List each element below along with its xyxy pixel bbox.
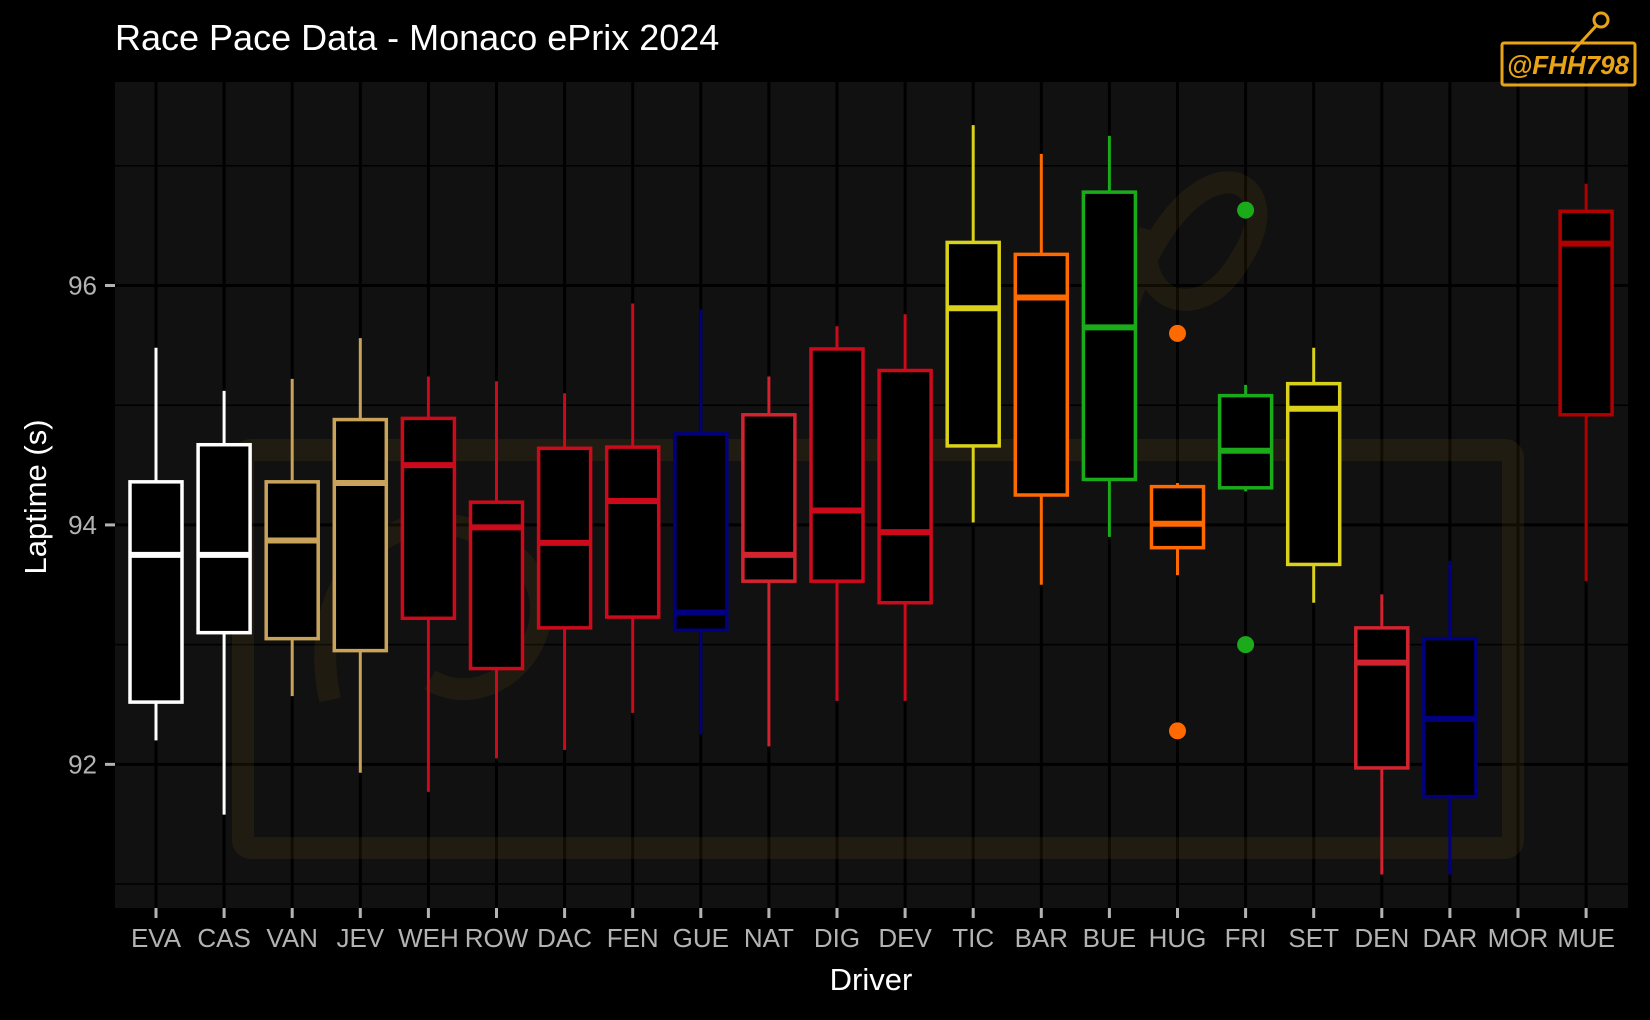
- outlier-point: [1169, 722, 1186, 740]
- box-dev: [877, 314, 933, 701]
- x-tick-label: FRI: [1225, 923, 1267, 953]
- x-tick-label: CAS: [197, 923, 250, 953]
- box-jev: [332, 338, 389, 773]
- box-bar: [1013, 153, 1070, 585]
- key-icon: [1592, 11, 1610, 29]
- outlier-point: [1169, 324, 1186, 342]
- x-axis-title: Driver: [830, 962, 913, 997]
- outlier-point: [1237, 636, 1255, 654]
- box-hug: [1149, 324, 1206, 740]
- iqr-box: [1013, 252, 1070, 497]
- y-axis: 92 94 96: [68, 271, 115, 779]
- iqr-box: [1285, 381, 1342, 567]
- iqr-box: [1149, 484, 1206, 550]
- iqr-box: [196, 442, 252, 635]
- box-weh: [400, 376, 457, 792]
- iqr-box: [1081, 190, 1138, 482]
- x-tick-label: NAT: [744, 923, 794, 953]
- x-tick-label: MUE: [1557, 923, 1615, 953]
- box-dac: [536, 393, 593, 750]
- watermark-stroke: [1109, 171, 1268, 334]
- outlier-point: [1237, 201, 1255, 219]
- key-icon-shaft: [1570, 24, 1598, 54]
- iqr-box: [264, 480, 320, 641]
- x-tick-label: FEN: [607, 923, 659, 953]
- x-tick-label: VAN: [266, 923, 318, 953]
- box-fri: [1217, 201, 1274, 654]
- x-tick-label: BAR: [1015, 923, 1068, 953]
- x-tick-label: DAC: [537, 923, 592, 953]
- x-tick-label: HUG: [1149, 923, 1207, 953]
- x-tick-label: EVA: [131, 923, 182, 953]
- x-tick-label: MOR: [1488, 923, 1549, 953]
- box-eva: [128, 347, 184, 741]
- box-dig: [809, 326, 865, 701]
- y-tick-label: 92: [68, 749, 97, 779]
- x-tick-label: TIC: [952, 923, 994, 953]
- y-axis-title: Laptime (s): [18, 419, 53, 574]
- box-series: [128, 125, 1614, 875]
- box-nat: [741, 376, 797, 747]
- x-tick-label: SET: [1288, 923, 1339, 953]
- x-tick-label: DEN: [1354, 923, 1409, 953]
- x-axis: EVA CAS VAN JEV WEH ROW DAC FEN GUE NAT DIG DEV TIC B…: [131, 908, 1615, 953]
- x-tick-label: GUE: [673, 923, 729, 953]
- iqr-box: [332, 417, 389, 653]
- iqr-box: [128, 480, 184, 704]
- box-van: [264, 378, 320, 697]
- box-den: [1354, 594, 1410, 875]
- iqr-box: [945, 240, 1001, 448]
- x-tick-label: ROW: [465, 923, 529, 953]
- x-tick-label: WEH: [398, 923, 459, 953]
- x-tick-label: JEV: [336, 923, 384, 953]
- chart-title: Race Pace Data - Monaco ePrix 2024: [115, 17, 719, 58]
- watermark-logo-text: @FHH798: [1507, 50, 1630, 80]
- iqr-box: [673, 432, 729, 633]
- iqr-box: [400, 416, 457, 621]
- iqr-box: [809, 347, 865, 583]
- x-tick-label: DAR: [1422, 923, 1477, 953]
- box-gue: [673, 309, 729, 735]
- iqr-box: [1217, 393, 1274, 490]
- x-tick-label: BUE: [1083, 923, 1136, 953]
- box-dar: [1422, 560, 1478, 875]
- iqr-box: [877, 368, 933, 605]
- y-tick-label: 94: [68, 510, 97, 540]
- watermark-logo: @FHH798: [1500, 11, 1637, 87]
- box-row: [468, 381, 525, 759]
- box-cas: [196, 390, 252, 815]
- box-mue: [1558, 183, 1614, 582]
- box-tic: [945, 125, 1001, 523]
- box-fen: [604, 303, 661, 713]
- watermark-logo-frame: [1500, 41, 1637, 87]
- iqr-box: [536, 446, 593, 630]
- iqr-box: [1354, 626, 1410, 770]
- box-bue: [1081, 135, 1138, 537]
- y-tick-label: 96: [68, 271, 97, 301]
- iqr-box: [604, 445, 661, 619]
- x-tick-label: DEV: [878, 923, 932, 953]
- box-set: [1285, 347, 1342, 603]
- x-tick-label: DIG: [814, 923, 860, 953]
